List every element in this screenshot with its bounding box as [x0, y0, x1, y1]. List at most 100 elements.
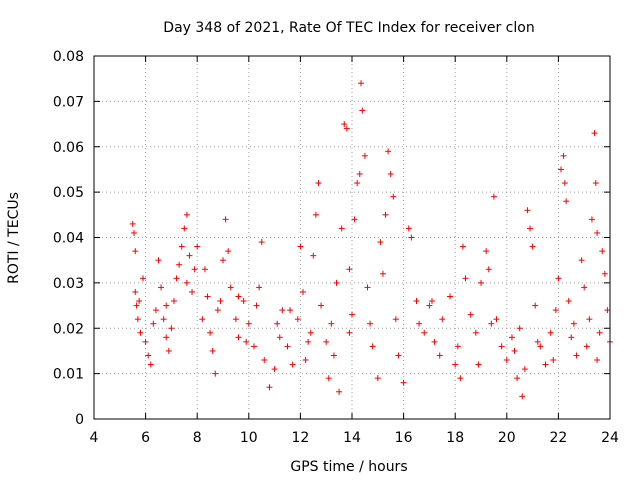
- data-point: [557, 166, 564, 173]
- data-point: [542, 361, 549, 368]
- data-point: [232, 316, 239, 323]
- y-tick-label: 0.04: [53, 231, 84, 247]
- data-point: [271, 366, 278, 373]
- data-point: [299, 288, 306, 295]
- data-point: [256, 284, 263, 291]
- data-point: [359, 107, 366, 114]
- data-point: [289, 361, 296, 368]
- data-point: [253, 302, 260, 309]
- data-point: [284, 343, 291, 350]
- data-point: [532, 302, 539, 309]
- data-point: [573, 352, 580, 359]
- data-point: [243, 338, 250, 345]
- data-point: [150, 320, 157, 327]
- data-point: [305, 338, 312, 345]
- data-point: [333, 279, 340, 286]
- data-point: [266, 384, 273, 391]
- data-point: [436, 352, 443, 359]
- y-tick-label: 0.08: [53, 49, 84, 65]
- data-point: [133, 302, 140, 309]
- data-point: [310, 252, 317, 259]
- data-point: [155, 257, 162, 264]
- data-point: [354, 180, 361, 187]
- data-point: [578, 257, 585, 264]
- x-tick-label: 10: [240, 430, 258, 446]
- data-point: [183, 211, 190, 218]
- data-point: [428, 298, 435, 305]
- data-point: [516, 325, 523, 332]
- data-point: [426, 302, 433, 309]
- data-point: [225, 248, 232, 255]
- data-point: [565, 298, 572, 305]
- data-point: [560, 152, 567, 159]
- data-point: [274, 320, 281, 327]
- data-point: [503, 357, 510, 364]
- y-tick-label: 0.02: [53, 321, 84, 337]
- data-point: [382, 211, 389, 218]
- y-axis-label: ROTI / TECUs: [6, 192, 22, 284]
- data-point: [594, 229, 601, 236]
- data-point: [490, 193, 497, 200]
- data-point: [168, 325, 175, 332]
- data-point: [555, 275, 562, 282]
- data-point: [140, 275, 147, 282]
- data-point: [129, 220, 136, 227]
- data-point: [457, 375, 464, 382]
- data-point: [330, 352, 337, 359]
- chart-title: Day 348 of 2021, Rate Of TEC Index for r…: [163, 20, 534, 36]
- data-point: [475, 361, 482, 368]
- data-point: [204, 293, 211, 300]
- data-point: [361, 152, 368, 159]
- data-point: [519, 393, 526, 400]
- data-point: [315, 180, 322, 187]
- data-point: [508, 334, 515, 341]
- data-point: [181, 225, 188, 232]
- data-point: [356, 170, 363, 177]
- data-point: [604, 307, 611, 314]
- data-points: [129, 80, 613, 400]
- data-point: [287, 307, 294, 314]
- y-tick-label: 0.01: [53, 367, 84, 383]
- data-point: [261, 357, 268, 364]
- data-point: [452, 361, 459, 368]
- data-point: [454, 343, 461, 350]
- data-point: [132, 248, 139, 255]
- data-point: [349, 311, 355, 318]
- data-point: [137, 329, 144, 336]
- data-point: [581, 284, 588, 291]
- x-tick-label: 8: [193, 430, 202, 446]
- data-point: [364, 284, 371, 291]
- data-point: [583, 343, 590, 350]
- data-point: [351, 216, 358, 223]
- data-point: [405, 225, 412, 232]
- data-point: [209, 347, 216, 354]
- x-axis-ticks: 4 6 8 10 12 14 16 18 20 22 24: [90, 56, 619, 446]
- data-point: [377, 239, 384, 246]
- data-point: [258, 239, 265, 246]
- data-point: [297, 243, 304, 250]
- data-point: [341, 121, 348, 128]
- data-point: [390, 193, 397, 200]
- data-point: [199, 316, 206, 323]
- x-axis-label: GPS time / hours: [290, 459, 407, 475]
- data-point: [222, 216, 229, 223]
- data-point: [570, 320, 577, 327]
- y-tick-label: 0.07: [53, 94, 84, 110]
- data-point: [488, 320, 495, 327]
- data-point: [387, 170, 394, 177]
- data-point: [596, 329, 603, 336]
- data-point: [568, 334, 575, 341]
- data-point: [250, 343, 257, 350]
- data-point: [186, 252, 193, 259]
- data-point: [514, 375, 521, 382]
- data-point: [207, 329, 214, 336]
- data-point: [431, 338, 438, 345]
- data-point: [194, 243, 201, 250]
- data-point: [201, 266, 208, 273]
- data-point: [447, 293, 454, 300]
- data-point: [338, 225, 345, 232]
- data-point: [325, 375, 332, 382]
- data-point: [601, 270, 608, 277]
- data-point: [439, 316, 446, 323]
